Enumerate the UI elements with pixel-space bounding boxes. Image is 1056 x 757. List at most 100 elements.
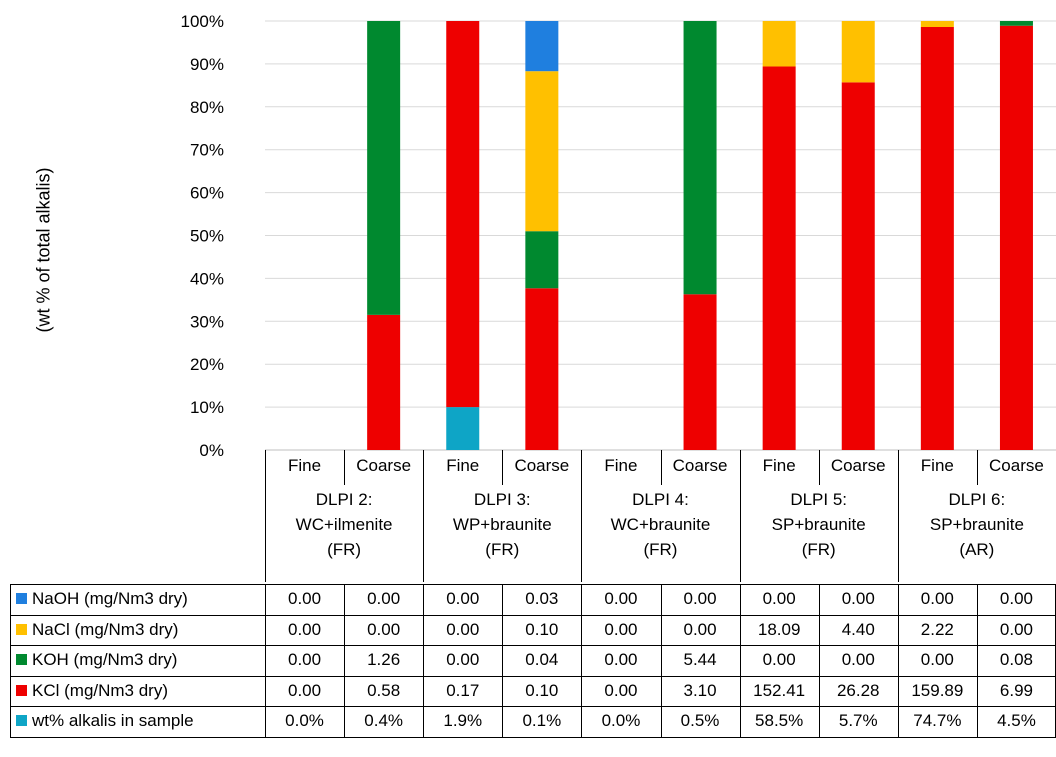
- y-tick-label: 0%: [199, 441, 224, 460]
- legend-row-0: NaOH (mg/Nm3 dry): [10, 584, 265, 615]
- table-value-cell: 0.08: [999, 650, 1033, 669]
- table-value-cell: 0.00: [999, 589, 1033, 608]
- table-value-cell: 2.22: [920, 619, 954, 639]
- table-value-cell: 0.00: [683, 589, 717, 608]
- legend-swatch: [16, 623, 27, 635]
- group-label-line: DLPI 4:: [632, 490, 689, 509]
- bar-segment-koh: [525, 231, 559, 289]
- group-divider: [581, 450, 582, 582]
- table-value-cell: 0.00: [920, 589, 954, 608]
- group-divider: [898, 450, 899, 582]
- table-value-cell: 0.00: [446, 650, 480, 669]
- table-value-cell: 58.5%: [755, 711, 804, 730]
- legend-row-4: wt% alkalis in sample: [10, 706, 265, 737]
- col-rule: [423, 584, 424, 738]
- x-category-label: Coarse: [514, 456, 570, 475]
- col-rule: [344, 584, 345, 738]
- bar-segment-kcl: [762, 66, 796, 450]
- table-value-cell: 0.00: [367, 589, 401, 608]
- table-value-cell: 0.00: [841, 650, 875, 669]
- col-rule: [819, 584, 820, 738]
- col-rule: [898, 584, 899, 738]
- legend-label: KOH (mg/Nm3 dry): [32, 650, 178, 669]
- row-rule: [10, 584, 1056, 585]
- bar-segment-kcl: [446, 21, 480, 408]
- group-label-line: (FR): [801, 540, 836, 559]
- bar-segment-kcl: [367, 314, 401, 450]
- group-label-line: (FR): [327, 540, 362, 559]
- group-divider: [740, 450, 741, 582]
- row-rule: [10, 706, 1056, 707]
- bar-segment-kcl: [683, 294, 717, 450]
- legend-swatch: [16, 684, 27, 696]
- y-tick-label: 40%: [190, 269, 224, 288]
- table-value-cell: 0.00: [288, 650, 322, 669]
- table-value-cell: 0.00: [604, 650, 638, 669]
- category-divider: [502, 450, 503, 485]
- group-label-line: DLPI 2:: [315, 490, 373, 509]
- y-tick-label: 80%: [190, 98, 224, 117]
- table-value-cell: 0.00: [604, 619, 638, 639]
- bar-segment-nacl: [762, 21, 796, 67]
- group-label-line: DLPI 3:: [473, 490, 531, 509]
- y-tick-label: 60%: [190, 184, 224, 203]
- category-divider: [977, 450, 978, 485]
- bar-segment-nacl: [841, 21, 875, 83]
- table-value-cell: 4.40: [841, 619, 875, 639]
- table-value-cell: 0.00: [446, 589, 480, 608]
- row-rule: [10, 676, 1056, 677]
- table-value-cell: 3.10: [683, 680, 717, 700]
- table-value-cell: 152.41: [753, 680, 806, 700]
- bar-segment-wtpct: [446, 407, 480, 450]
- legend-swatch: [16, 715, 27, 726]
- table-value-cell: 0.00: [762, 650, 796, 669]
- table-value-cell: 5.44: [683, 650, 717, 669]
- legend-label: NaOH (mg/Nm3 dry): [32, 589, 188, 608]
- table-value-cell: 0.10: [525, 680, 559, 700]
- y-tick-label: 30%: [190, 312, 224, 331]
- group-label-line: (FR): [485, 540, 520, 559]
- x-category-label: Coarse: [672, 456, 728, 475]
- col-rule: [581, 584, 582, 738]
- y-tick-label: 90%: [190, 55, 224, 74]
- table-value-cell: 1.26: [367, 650, 401, 669]
- table-value-cell: 0.00: [604, 589, 638, 608]
- row-rule: [10, 645, 1056, 646]
- col-rule: [502, 584, 503, 738]
- table-value-cell: 0.03: [525, 589, 559, 608]
- bar-segment-koh: [999, 21, 1033, 26]
- x-category-label: Coarse: [830, 456, 886, 475]
- y-tick-label: 10%: [190, 398, 224, 417]
- legend-row-1: NaCl (mg/Nm3 dry): [10, 615, 265, 646]
- x-category-label: Fine: [920, 456, 954, 475]
- legend-swatch: [16, 593, 27, 604]
- group-label-line: SP+braunite: [929, 515, 1024, 534]
- group-divider: [265, 450, 266, 582]
- bar-segment-koh: [683, 21, 717, 295]
- table-value-cell: 0.10: [525, 619, 559, 639]
- category-divider: [344, 450, 345, 485]
- y-tick-label: 50%: [190, 227, 224, 246]
- group-divider: [423, 450, 424, 582]
- table-value-cell: 0.00: [446, 619, 480, 639]
- row-rule: [10, 615, 1056, 616]
- x-category-label: Fine: [604, 456, 638, 475]
- table-value-cell: 0.4%: [364, 711, 404, 730]
- x-category-label: Coarse: [356, 456, 412, 475]
- table-value-cell: 5.7%: [838, 711, 878, 730]
- table-value-cell: 0.04: [525, 650, 559, 669]
- x-category-label: Coarse: [989, 456, 1044, 475]
- table-value-cell: 1.9%: [443, 711, 483, 730]
- legend-swatch: [16, 654, 27, 665]
- group-label-line: WC+braunite: [610, 515, 711, 534]
- table-value-cell: 0.00: [288, 619, 322, 639]
- table-value-cell: 4.5%: [997, 711, 1036, 730]
- x-category-label: Fine: [288, 456, 322, 475]
- col-rule: [265, 584, 266, 738]
- table-value-cell: 0.00: [604, 680, 638, 700]
- table-value-cell: 159.89: [911, 680, 964, 700]
- table-value-cell: 0.0%: [601, 711, 641, 730]
- table-value-cell: 0.0%: [285, 711, 324, 730]
- col-rule: [661, 584, 662, 738]
- x-category-label: Fine: [762, 456, 796, 475]
